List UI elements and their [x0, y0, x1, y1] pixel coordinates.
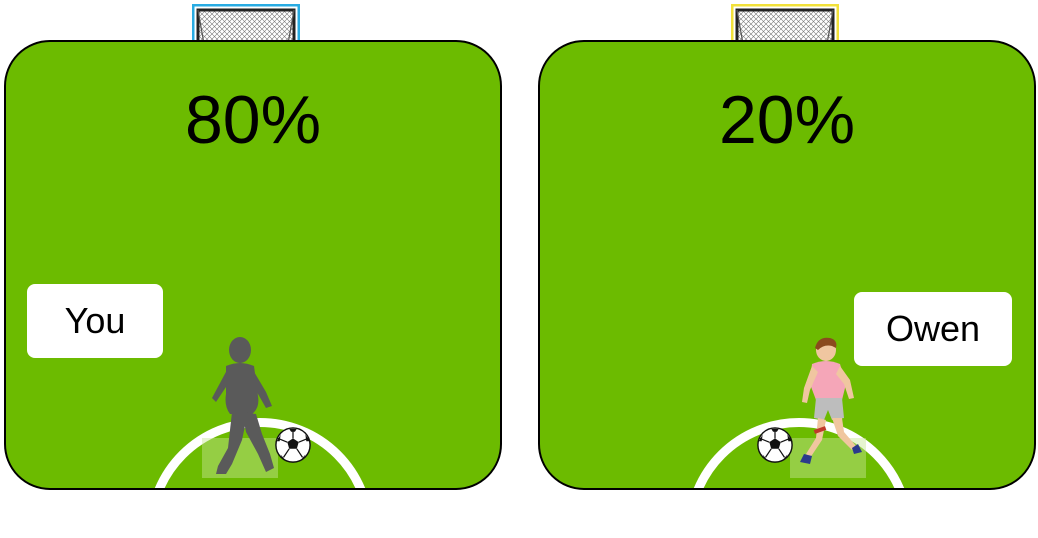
right-percentage: 20% [718, 82, 856, 158]
right-field[interactable]: 20% Owen [538, 40, 1036, 490]
left-field[interactable]: 80% You [4, 40, 502, 490]
player-name-you: You [27, 284, 163, 358]
player-silhouette-icon [212, 337, 274, 474]
left-percentage: 80% [184, 82, 322, 158]
soccer-ball-icon [757, 427, 793, 463]
player-owen-icon [800, 337, 862, 464]
player-name-owen: Owen [854, 292, 1012, 366]
soccer-ball-icon [275, 427, 311, 463]
